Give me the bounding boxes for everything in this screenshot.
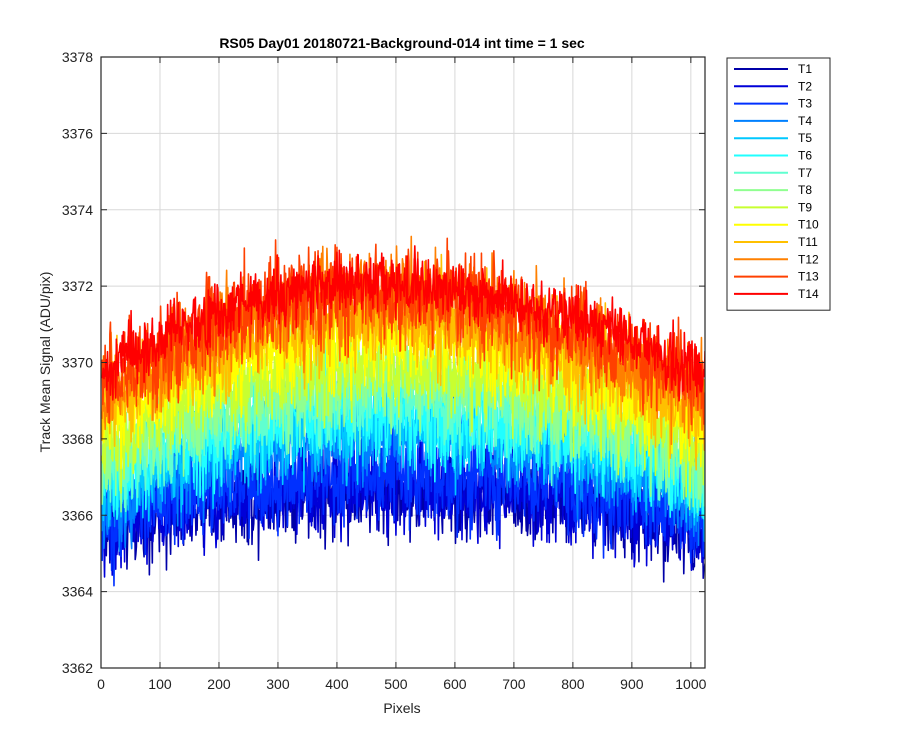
legend-label: T4: [798, 114, 812, 128]
y-tick-label: 3366: [62, 507, 93, 523]
legend-label: T6: [798, 149, 812, 163]
plot-area: [101, 235, 705, 587]
y-tick-label: 3368: [62, 431, 93, 447]
legend-label: T7: [798, 166, 812, 180]
x-tick-label: 100: [148, 676, 172, 692]
x-tick-label: 900: [620, 676, 644, 692]
legend-label: T3: [798, 97, 812, 111]
y-tick-label: 3364: [62, 584, 93, 600]
x-tick-label: 500: [384, 676, 408, 692]
legend-label: T10: [798, 218, 819, 232]
legend-label: T11: [798, 235, 818, 249]
x-tick-label: 700: [502, 676, 526, 692]
legend-label: T13: [798, 270, 819, 284]
legend-label: T5: [798, 131, 812, 145]
x-tick-label: 300: [266, 676, 290, 692]
legend-label: T14: [798, 287, 819, 301]
legend-label: T9: [798, 200, 812, 214]
x-tick-label: 200: [207, 676, 231, 692]
x-tick-label: 1000: [675, 676, 706, 692]
x-tick-label: 400: [325, 676, 349, 692]
y-tick-label: 3374: [62, 202, 93, 218]
y-tick-label: 3362: [62, 660, 93, 676]
x-tick-label: 0: [97, 676, 105, 692]
y-tick-label: 3378: [62, 49, 93, 65]
y-axis-label: Track Mean Signal (ADU/pix): [37, 272, 53, 453]
y-tick-label: 3372: [62, 278, 93, 294]
axis-ticks: 0 100 200 300 400 500 600 700 800 900 1000 3362 3364…: [62, 49, 707, 692]
legend-label: T1: [798, 62, 812, 76]
x-axis-label: Pixels: [383, 700, 420, 716]
y-tick-label: 3370: [62, 355, 93, 371]
series-line-T14: [101, 245, 705, 402]
x-tick-label: 800: [561, 676, 585, 692]
legend-box: [726, 57, 831, 311]
y-tick-label: 3376: [62, 125, 93, 141]
chart-title: RS05 Day01 20180721-Background-014 int t…: [219, 35, 585, 51]
legend: T1 T2 T3 T4 T5 T6 T7 T8 T9 T10 T11 T12 T13 T14: [726, 57, 831, 311]
legend-label: T12: [798, 252, 819, 266]
x-tick-label: 600: [443, 676, 467, 692]
legend-label: T2: [798, 79, 812, 93]
legend-label: T8: [798, 183, 812, 197]
